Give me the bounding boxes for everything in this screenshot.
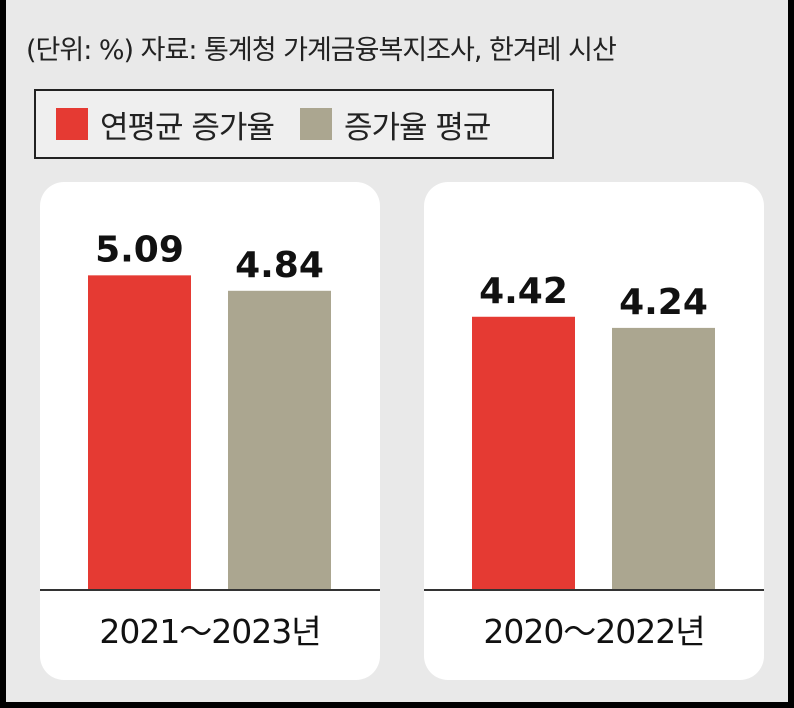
- legend-label-2: 증가율 평균: [343, 109, 491, 146]
- legend-swatch-1: [56, 108, 88, 140]
- legend-item-2: 증가율 평균: [299, 102, 491, 147]
- legend-swatch-2: [299, 108, 332, 140]
- data-label-2-1: 4.42: [479, 271, 568, 312]
- bar-2-2: [612, 327, 715, 590]
- data-label-2-2: 4.24: [619, 282, 708, 323]
- data-label-1-2: 4.84: [235, 245, 324, 286]
- legend-item-1: 연평균 증가율: [56, 102, 275, 147]
- bar-2-1: [472, 316, 575, 590]
- category-label-1: 2021～2023년: [99, 612, 320, 651]
- source-note: (단위: %) 자료: 통계청 가계금융복지조사, 한겨레 시산: [26, 35, 617, 66]
- category-label-2: 2020～2022년: [483, 612, 704, 651]
- legend: 연평균 증가율 증가율 평균: [34, 89, 554, 159]
- bar-1-1: [88, 275, 191, 590]
- legend-label-1: 연평균 증가율: [100, 109, 275, 146]
- bar-1-2: [228, 290, 331, 590]
- data-label-1-1: 5.09: [95, 229, 184, 270]
